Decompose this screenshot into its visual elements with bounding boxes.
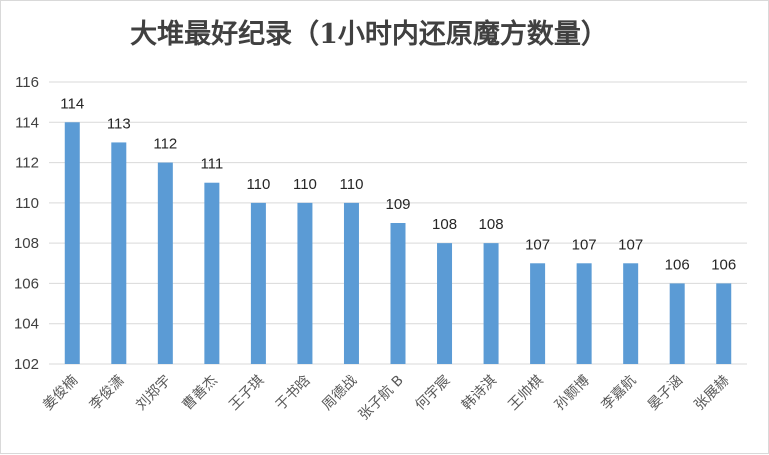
x-tick-label: 李嘉航 (598, 373, 639, 414)
x-tick-label: 于书晗 (272, 372, 314, 414)
x-tick-label: 姜俊楠 (40, 373, 81, 414)
bar (111, 142, 127, 364)
y-tick-label: 112 (15, 155, 39, 172)
x-tick-label: 孙颢博 (551, 372, 593, 414)
x-tick-label: 刘郑宇 (133, 373, 174, 414)
x-tick-label: 晏子涵 (645, 373, 686, 414)
y-axis-ticks: 102 104 106 108 110 112 114 116 (14, 74, 39, 373)
y-tick-label: 108 (14, 235, 39, 252)
bar (669, 283, 685, 364)
bar (297, 202, 313, 364)
data-label: 113 (107, 115, 131, 132)
bar (530, 263, 546, 364)
y-tick-label: 114 (15, 114, 39, 131)
y-tick-label: 110 (15, 195, 39, 212)
x-tick-label: 王子琪 (226, 373, 267, 414)
x-tick-label: 张子航 B (356, 373, 407, 424)
data-label: 112 (153, 136, 177, 153)
data-label: 107 (572, 236, 597, 253)
x-tick-label: 周德战 (319, 373, 360, 414)
bar (157, 162, 173, 364)
bar (250, 202, 266, 364)
bar (204, 182, 220, 364)
x-tick-label: 曹善杰 (180, 373, 221, 414)
data-label: 110 (340, 176, 364, 193)
data-label: 110 (246, 176, 270, 193)
data-label: 107 (618, 236, 643, 253)
bar (576, 263, 592, 364)
x-tick-label: 王帅棋 (505, 373, 546, 414)
data-label: 107 (525, 236, 550, 253)
bar (483, 243, 499, 364)
data-label: 106 (665, 256, 690, 273)
x-tick-label: 韩诗淇 (459, 373, 500, 414)
data-label: 110 (293, 176, 317, 193)
data-label: 108 (479, 216, 504, 233)
data-label: 111 (200, 156, 223, 173)
data-label: 108 (432, 216, 457, 233)
bar (716, 283, 732, 364)
y-tick-label: 106 (14, 275, 39, 292)
x-tick-label: 张展赫 (692, 373, 733, 414)
data-label: 106 (711, 256, 736, 273)
bar (390, 223, 406, 364)
data-labels: 114 113 112 111 110 110 110 109 108 108 107 107 107 1… (60, 95, 736, 273)
y-tick-label: 116 (15, 74, 39, 91)
y-tick-label: 104 (14, 316, 39, 333)
bar (437, 243, 453, 364)
bar (64, 122, 80, 365)
chart-title: 大堆最好纪录（1小时内还原魔方数量） (130, 18, 608, 50)
x-tick-label: 何宇宸 (412, 372, 454, 414)
bars (64, 122, 732, 365)
bar (623, 263, 639, 364)
data-label: 109 (385, 196, 410, 213)
data-label: 114 (60, 95, 84, 112)
bar (343, 202, 359, 364)
y-tick-label: 102 (14, 356, 39, 373)
x-tick-label: 李俊潇 (87, 373, 128, 414)
